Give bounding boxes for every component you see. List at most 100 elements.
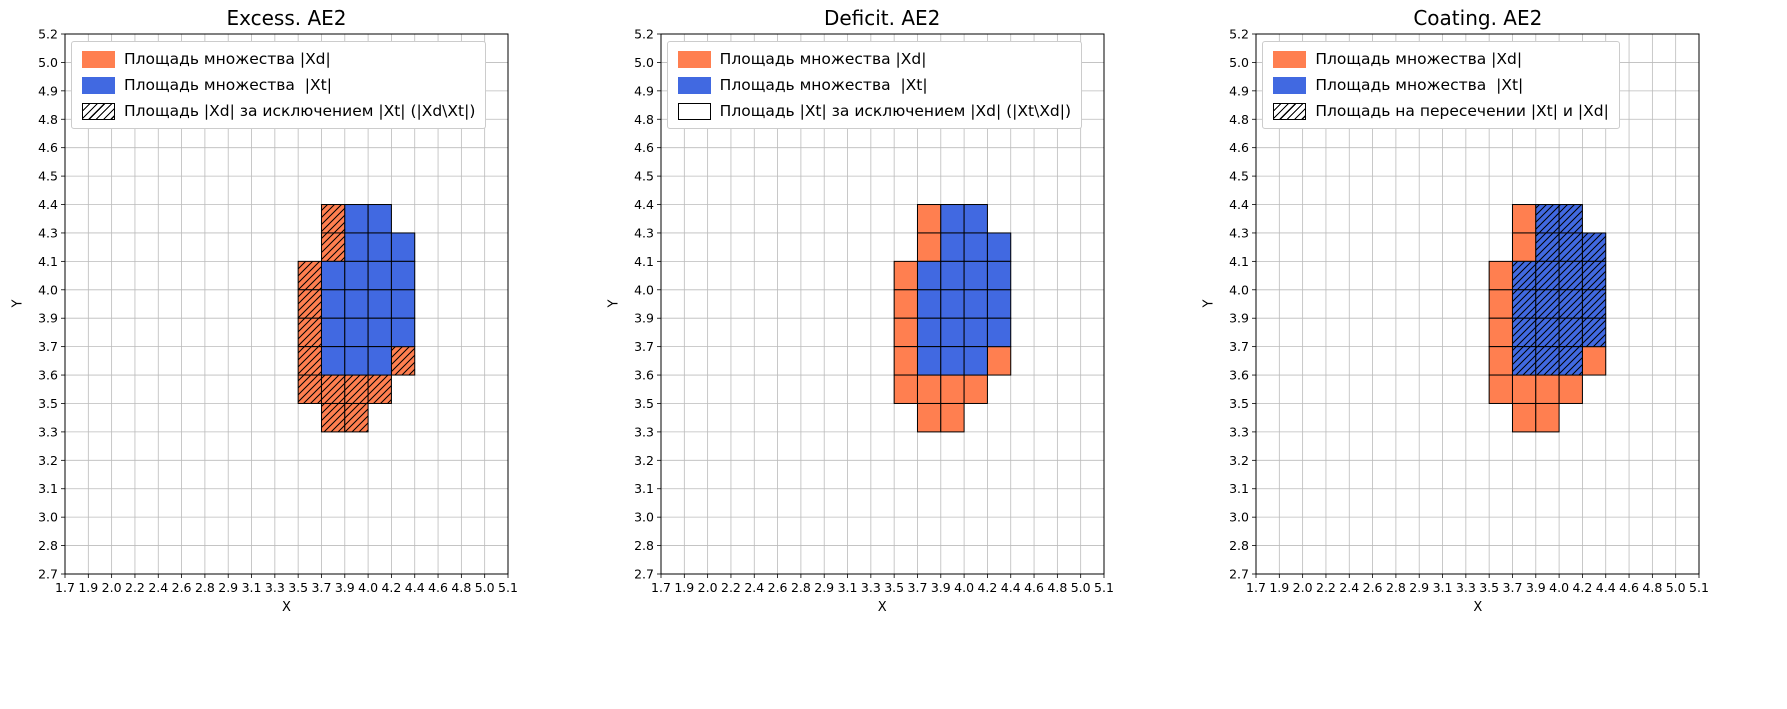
x-tick-label: 2.6 [172,580,192,595]
cell-xd [1489,289,1514,319]
y-tick-label: 3.2 [634,453,654,468]
plot-area-excess: 1.7 1.9 2.0 2.2 2.4 2.6 2.8 2.9 3.1 3.3 3.5 3.7 3.9 4… [38,27,518,596]
cell-xd [916,402,941,433]
x-tick-label: 2.0 [697,580,717,595]
axes-spines [1255,33,1700,575]
cell-xd [1535,402,1560,433]
x-tick-label: 3.1 [837,580,857,595]
x-tick-label: 3.3 [1456,580,1476,595]
x-tick-label: 2.9 [1410,580,1430,595]
x-tick-label: 3.9 [335,580,355,595]
legend-entry: Площадь |Xt| за исключением |Xd| (|Xt\Xd… [677,101,1071,121]
y-tick-label: 4.8 [634,112,654,127]
cell-hatch-overlay [1512,318,1537,347]
x-tick-label: 5.0 [475,580,495,595]
cell-xd [1512,402,1537,433]
y-tick-label: 4.5 [38,169,58,184]
y-tick-label: 3.1 [38,481,58,496]
legend-label: Площадь |Xd| за исключением |Xt| (|Xd\Xt… [124,102,476,120]
x-tick-label: 3.7 [907,580,927,595]
cell-hatch-overlay [1536,204,1560,233]
cell-xt [916,346,941,376]
cell-hatch-overlay [321,204,345,233]
cell-xt [963,289,988,319]
x-tick-label: 2.0 [102,580,122,595]
y-tick-label: 3.0 [634,510,654,525]
subplot-coating: 1.7 1.9 2.0 2.2 2.4 2.6 2.8 2.9 3.1 3.3 3.5 3.7 3.9 4… [1191,0,1787,709]
cell-hatch-overlay [298,375,322,404]
y-axis-label: Y [1201,299,1217,308]
y-tick-label: 5.0 [1229,55,1249,70]
x-tick-label: 4.8 [1643,580,1663,595]
x-tick-label: 1.9 [674,580,694,595]
y-tick-label: 4.1 [634,254,654,269]
x-tick-label: 2.8 [195,580,215,595]
x-tick-label: 4.2 [1573,580,1593,595]
cell-xt [367,289,392,319]
cell-hatch-overlay [321,403,345,432]
y-tick-label: 3.0 [38,510,58,525]
y-tick-label: 4.5 [1229,169,1249,184]
cell-xt [916,289,941,319]
x-axis-label: X [282,600,291,615]
cell-xd [1512,204,1537,234]
cell-hatch-overlay [1536,261,1560,290]
x-tick-label: 1.9 [1270,580,1290,595]
y-tick-label: 3.3 [38,424,58,439]
x-tick-label: 4.0 [954,580,974,595]
y-tick-label: 3.7 [1229,339,1249,354]
y-axis-label: Y [606,299,622,308]
subplot-title-deficit: Deficit. AE2 [823,6,941,30]
x-tick-label: 5.1 [1094,580,1114,595]
cell-hatch-overlay [1512,261,1537,290]
legend-label: Площадь множества |Xt| [1315,76,1524,94]
y-tick-label: 3.0 [1229,510,1249,525]
x-tick-label: 4.6 [1619,580,1639,595]
cell-hatch-overlay [298,289,322,319]
legend-swatch-hatch-icon [82,102,115,120]
x-axis-label: X [877,600,887,615]
y-tick-label: 2.8 [38,538,58,553]
cell-xt [939,317,965,348]
x-tick-label: 4.0 [358,580,378,595]
cell-hatch-overlay [298,318,322,347]
cell-hatch-overlay [344,375,369,404]
y-tick-label: 5.2 [1229,27,1249,42]
legend-entry: Площадь на пересечении |Xt| и |Xd| [1273,101,1609,121]
cell-hatch-overlay [1582,289,1607,319]
subplot-excess: 1.7 1.9 2.0 2.2 2.4 2.6 2.8 2.9 3.1 3.3 3.5 3.7 3.9 4… [0,0,596,709]
legend-label: Площадь множества |Xd| [124,50,331,68]
cell-xd [1582,346,1607,376]
y-tick-label: 4.9 [634,83,654,98]
cells [893,204,1011,433]
y-tick-label: 4.3 [1229,225,1249,240]
cell-hatch-overlay [1536,318,1560,347]
tick-labels: 1.7 1.9 2.0 2.2 2.4 2.6 2.8 2.9 3.1 3.3 3.5 3.7 3.9 4… [1229,27,1709,596]
cell-hatch-overlay [1512,346,1537,376]
cell-hatch-overlay [1559,232,1583,262]
x-tick-label: 5.1 [498,580,518,595]
x-tick-label: 4.4 [405,580,425,595]
legend-label: Площадь множества |Xt| [719,76,928,94]
y-tick-label: 4.5 [634,169,654,184]
subplot-deficit: 1.7 1.9 2.0 2.2 2.4 2.6 2.8 2.9 3.1 3.3 3.5 3.7 3.9 4… [596,0,1192,709]
x-tick-label: 2.6 [767,580,787,595]
x-tick-label: 3.7 [312,580,332,595]
y-tick-label: 4.9 [1229,83,1249,98]
cell-xt [367,204,392,234]
y-tick-label: 2.8 [634,538,654,553]
x-tick-label: 3.1 [1433,580,1453,595]
cell-xd [939,402,965,433]
y-tick-label: 3.1 [634,481,654,496]
cell-xt [344,317,369,348]
y-tick-label: 4.6 [38,140,58,155]
cell-xt [963,317,988,348]
x-tick-label: 4.2 [381,580,401,595]
y-tick-label: 3.3 [634,424,654,439]
y-tick-label: 4.3 [38,225,58,240]
y-tick-label: 4.9 [38,83,58,98]
legend-swatch-hatch-icon [1273,102,1307,120]
cell-xd [1489,317,1514,348]
cell-xt [344,232,369,262]
